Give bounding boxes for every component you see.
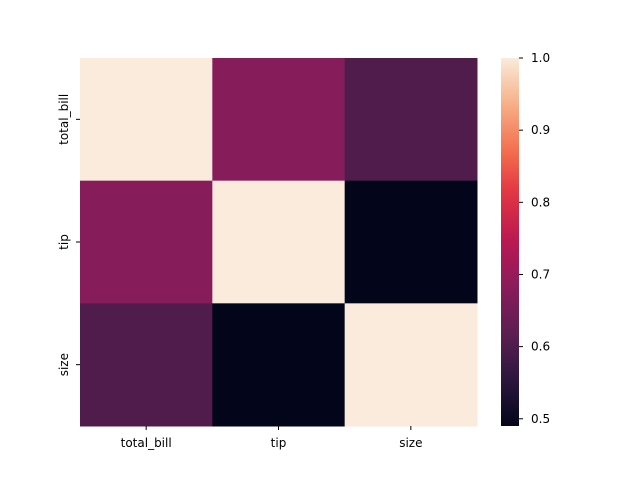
heatmap-cell-total_bill-size	[344, 58, 478, 182]
heatmap-cell-size-size	[344, 303, 478, 427]
colorbar-tick-label: 0.5	[531, 412, 550, 426]
heatmap-cell-size-tip	[212, 303, 346, 427]
colorbar-tick-label: 0.7	[531, 267, 550, 281]
colorbar-tick-label: 0.9	[531, 123, 550, 137]
heatmap-cells	[80, 58, 478, 427]
x-tick-label: total_bill	[121, 436, 172, 450]
heatmap-cell-size-total_bill	[80, 303, 213, 427]
heatmap-cell-tip-size	[344, 180, 478, 304]
colorbar	[501, 58, 519, 426]
x-axis: total_bill tip size	[121, 426, 422, 450]
heatmap-cell-total_bill-tip	[212, 58, 346, 182]
y-tick-label: total_bill	[57, 94, 71, 145]
colorbar-axis: 0.5 0.6 0.7 0.8 0.9 1.0	[519, 51, 550, 426]
heatmap-cell-tip-total_bill	[80, 180, 213, 304]
heatmap-cell-tip-tip	[212, 180, 346, 304]
x-tick-label: tip	[271, 436, 287, 450]
colorbar-tick-label: 0.8	[531, 195, 550, 209]
colorbar-tick-label: 1.0	[531, 51, 550, 65]
colorbar-tick-label: 0.6	[531, 340, 550, 354]
y-tick-label: size	[57, 353, 71, 376]
heatmap-cell-total_bill-total_bill	[80, 58, 213, 182]
y-tick-label: tip	[57, 234, 71, 250]
x-tick-label: size	[399, 436, 422, 450]
